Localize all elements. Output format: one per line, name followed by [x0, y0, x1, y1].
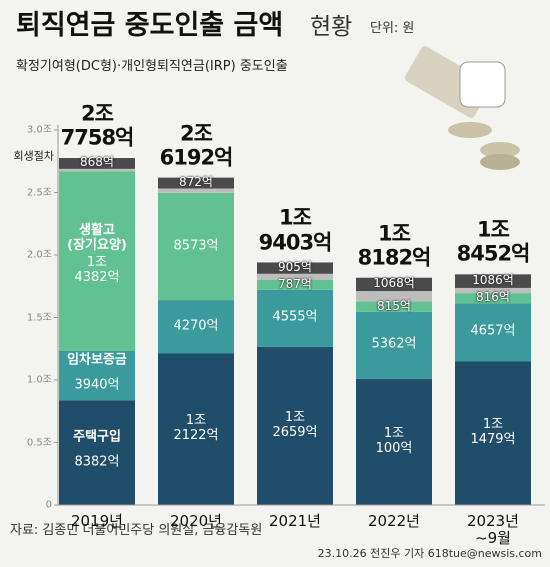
- data-label: 1조 1479억: [470, 417, 516, 448]
- data-label: 872억: [179, 175, 213, 190]
- data-label: 3940억: [74, 377, 120, 393]
- data-label: 8382억: [74, 454, 120, 470]
- bar-segment: [59, 158, 135, 169]
- data-label: 4270억: [173, 318, 219, 334]
- data-label: 1조 2659억: [272, 409, 318, 440]
- y-tick-label: 1.5조: [26, 311, 52, 323]
- series-name: 주택구입: [73, 429, 121, 445]
- data-label: 815억: [377, 298, 411, 313]
- bar-segment: [59, 171, 135, 351]
- unit: 단위: 원: [370, 21, 415, 36]
- y-tick-label: 0.5조: [26, 436, 52, 448]
- data-label: 1조 100억: [375, 425, 413, 456]
- bar-segment: [356, 291, 432, 302]
- series-name: 생활고 (장기요양): [67, 223, 127, 254]
- total-label: 2조 6192억: [159, 121, 234, 170]
- bar-segment: [257, 262, 333, 274]
- data-label: 1068억: [373, 276, 415, 291]
- source: 자료: 김종민 더불어민주당 의원실, 금융감독원: [10, 523, 263, 538]
- y-tick-label: 0: [45, 499, 52, 511]
- bar-segment: [158, 192, 234, 301]
- total-label: 1조 8182억: [357, 221, 432, 270]
- chart-title-light: 현황: [310, 14, 353, 40]
- bar-segment: [59, 400, 135, 505]
- data-label: 4657억: [470, 323, 516, 339]
- data-label: 787억: [278, 277, 312, 292]
- y-tick-label: 2.5조: [26, 186, 52, 198]
- y-tick-label: 2.0조: [26, 249, 52, 261]
- data-label: 905억: [278, 260, 312, 275]
- data-label: 5362억: [371, 336, 417, 352]
- data-label: 1086억: [472, 273, 514, 288]
- data-label: 1조 2122억: [173, 413, 219, 444]
- x-tick-label: 2020년: [170, 512, 222, 530]
- bar-segment: [455, 361, 531, 505]
- bar-segment: [158, 353, 234, 505]
- bar-segment: [158, 300, 234, 354]
- x-tick-label: 2023년 ~9월: [467, 512, 519, 548]
- data-label: 8573억: [173, 238, 219, 254]
- bar-segment: [455, 287, 531, 294]
- total-label: 1조 9403억: [258, 206, 333, 255]
- bar-segment: [455, 274, 531, 288]
- x-tick-label: 2022년: [368, 512, 420, 530]
- bar-segment: [455, 303, 531, 362]
- data-label: 816억: [476, 290, 510, 305]
- bar-segment: [59, 350, 135, 401]
- bar-segment: [356, 378, 432, 505]
- chart-title: 퇴직연금 중도인출 금액: [16, 10, 284, 41]
- bar-segment: [356, 301, 432, 312]
- bar-segment: [455, 293, 531, 304]
- coins-illustration: [404, 46, 520, 170]
- bar-segment: [257, 279, 333, 290]
- data-label: 4555억: [272, 309, 318, 325]
- total-label: 1조 8452억: [456, 218, 531, 267]
- total-label: 2조 7758억: [60, 101, 135, 150]
- series-name: 임차보증금: [67, 352, 127, 368]
- credit: 23.10.26 전진우 기자 618tue@newsis.com: [317, 547, 542, 560]
- series-name: 회생절차: [13, 150, 54, 164]
- bar-segment: [257, 289, 333, 347]
- data-label: 1조 4382억: [74, 255, 120, 286]
- bar-segment: [59, 168, 135, 172]
- bar-segment: [356, 311, 432, 379]
- bar-segment: [356, 277, 432, 292]
- bar-segment: [257, 273, 333, 280]
- bar-segment: [257, 346, 333, 505]
- bar-segment: [158, 177, 234, 189]
- x-tick-label: 2021년: [269, 512, 321, 530]
- subtitle: 확정기여형(DC형)·개인형퇴직연금(IRP) 중도인출: [16, 59, 288, 74]
- x-tick-label: 2019년: [71, 512, 123, 530]
- y-tick-label: 1.0조: [26, 374, 52, 386]
- bar-segment: [158, 188, 234, 193]
- data-label: 868억: [80, 155, 114, 170]
- y-tick-label: 3.0조: [26, 124, 52, 136]
